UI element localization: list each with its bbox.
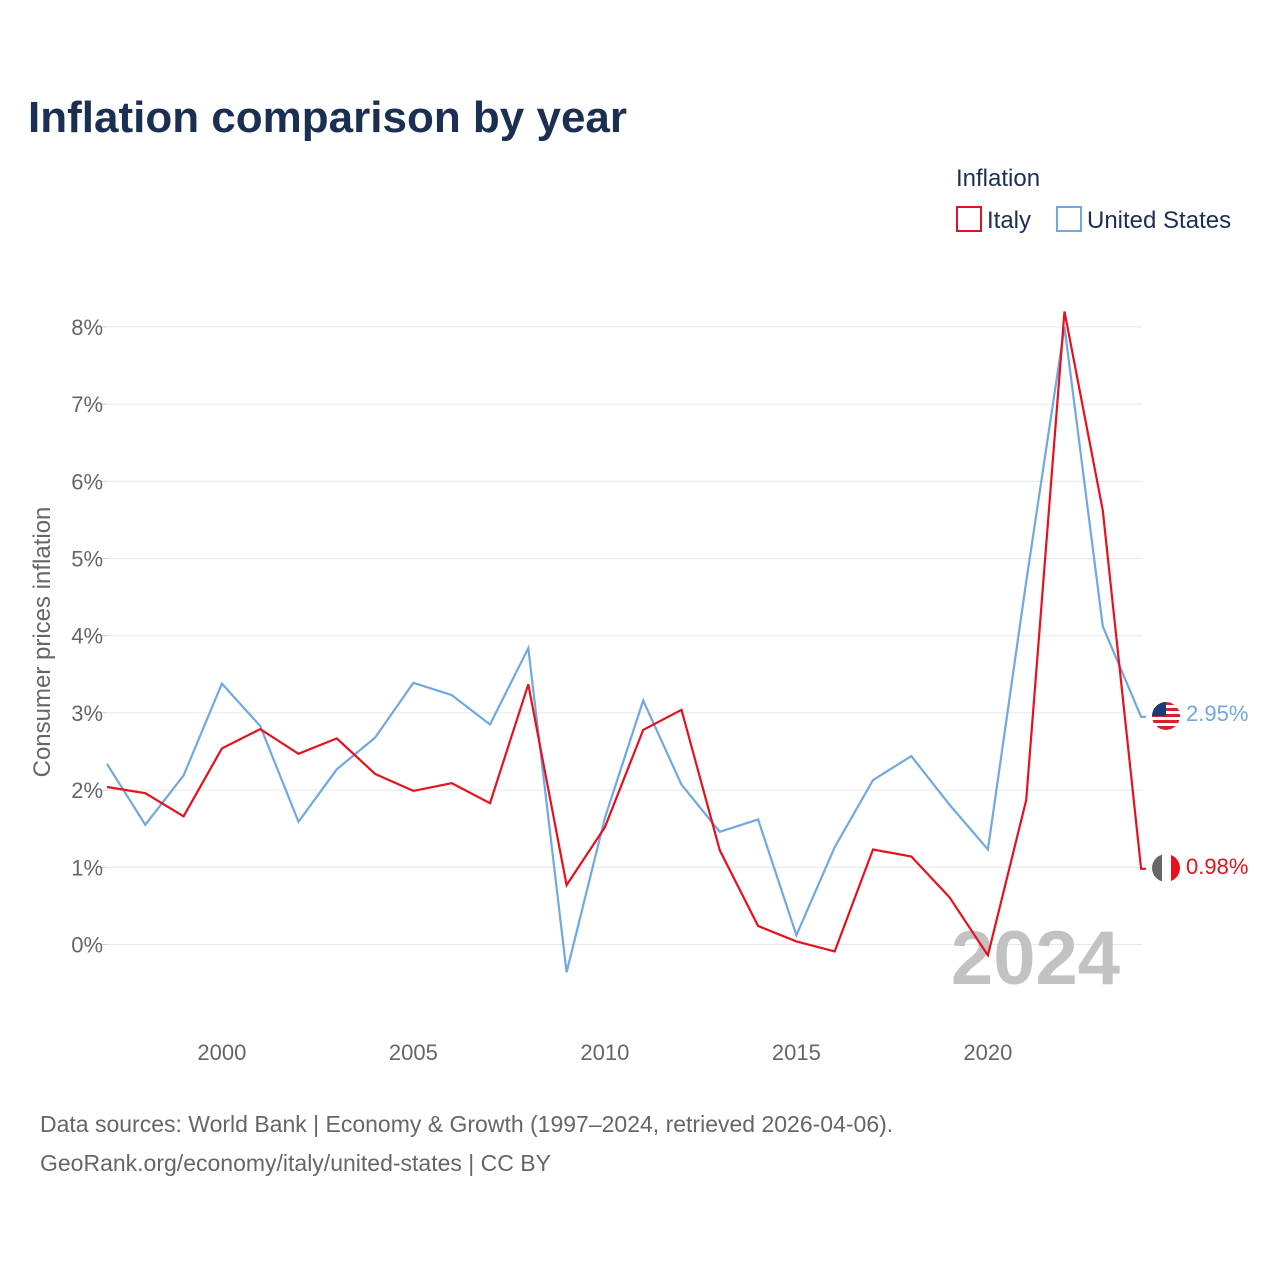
y-tick-label-4: 4% <box>71 624 103 649</box>
y-tick-label-8: 8% <box>71 315 103 340</box>
x-tick-label-2000: 2000 <box>197 1040 246 1065</box>
legend-swatch-italy <box>956 206 982 232</box>
x-tick-label-2020: 2020 <box>963 1040 1012 1065</box>
y-axis-label: Consumer prices inflation <box>29 507 56 778</box>
y-tick-label-7: 7% <box>71 392 103 417</box>
legend-label-italy: Italy <box>987 207 1031 234</box>
credit-line[interactable]: GeoRank.org/economy/italy/united-states … <box>40 1150 551 1176</box>
end-label-italy: 0.98% <box>1186 854 1248 879</box>
series-lines <box>104 309 1146 975</box>
gridlines <box>107 326 1142 945</box>
x-tick-label-2015: 2015 <box>772 1040 821 1065</box>
legend-swatch-united-states <box>1056 206 1082 232</box>
legend-title: Inflation <box>956 165 1040 192</box>
x-tick-label-2005: 2005 <box>389 1040 438 1065</box>
united-states-flag-icon <box>1152 702 1180 730</box>
chart-title: Inflation comparison by year <box>28 93 627 142</box>
series-line-united-states <box>106 326 1146 973</box>
y-tick-label-0: 0% <box>71 933 103 958</box>
series-italy[interactable] <box>104 309 1146 959</box>
legend-label-united-states: United States <box>1087 207 1231 234</box>
italy-flag-icon <box>1152 854 1180 882</box>
y-tick-label-1: 1% <box>71 855 103 880</box>
legend-item-italy[interactable]: Italy <box>956 206 1031 234</box>
legend-item-united-states[interactable]: United States <box>1056 206 1231 234</box>
end-label-united-states: 2.95% <box>1186 701 1248 726</box>
x-axis-ticks: 2000 2005 2010 2015 2020 <box>197 1040 1012 1065</box>
y-tick-label-3: 3% <box>71 701 103 726</box>
y-tick-label-2: 2% <box>71 778 103 803</box>
source-line: Data sources: World Bank | Economy & Gro… <box>40 1111 893 1137</box>
y-tick-label-5: 5% <box>71 547 103 572</box>
y-tick-label-6: 6% <box>71 469 103 494</box>
current-year-badge: 2024 <box>951 916 1120 1001</box>
series-line-italy <box>106 311 1146 958</box>
series-united-states[interactable] <box>104 324 1146 975</box>
y-axis-ticks: 0% 1% 2% 3% 4% 5% 6% 7% 8% <box>71 315 107 958</box>
legend: Inflation Italy United States <box>956 165 1231 234</box>
x-tick-label-2010: 2010 <box>580 1040 629 1065</box>
